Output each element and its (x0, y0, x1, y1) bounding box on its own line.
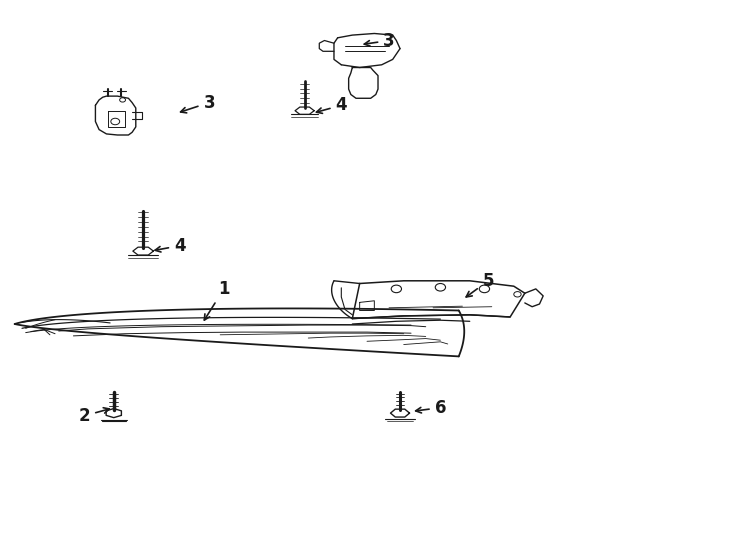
Text: 4: 4 (155, 237, 186, 255)
Text: 2: 2 (79, 407, 109, 425)
Text: 3: 3 (181, 93, 215, 113)
Text: 4: 4 (316, 96, 347, 114)
Text: 6: 6 (415, 399, 446, 417)
Text: 1: 1 (204, 280, 230, 320)
Text: 3: 3 (364, 31, 395, 50)
Text: 5: 5 (466, 272, 494, 297)
